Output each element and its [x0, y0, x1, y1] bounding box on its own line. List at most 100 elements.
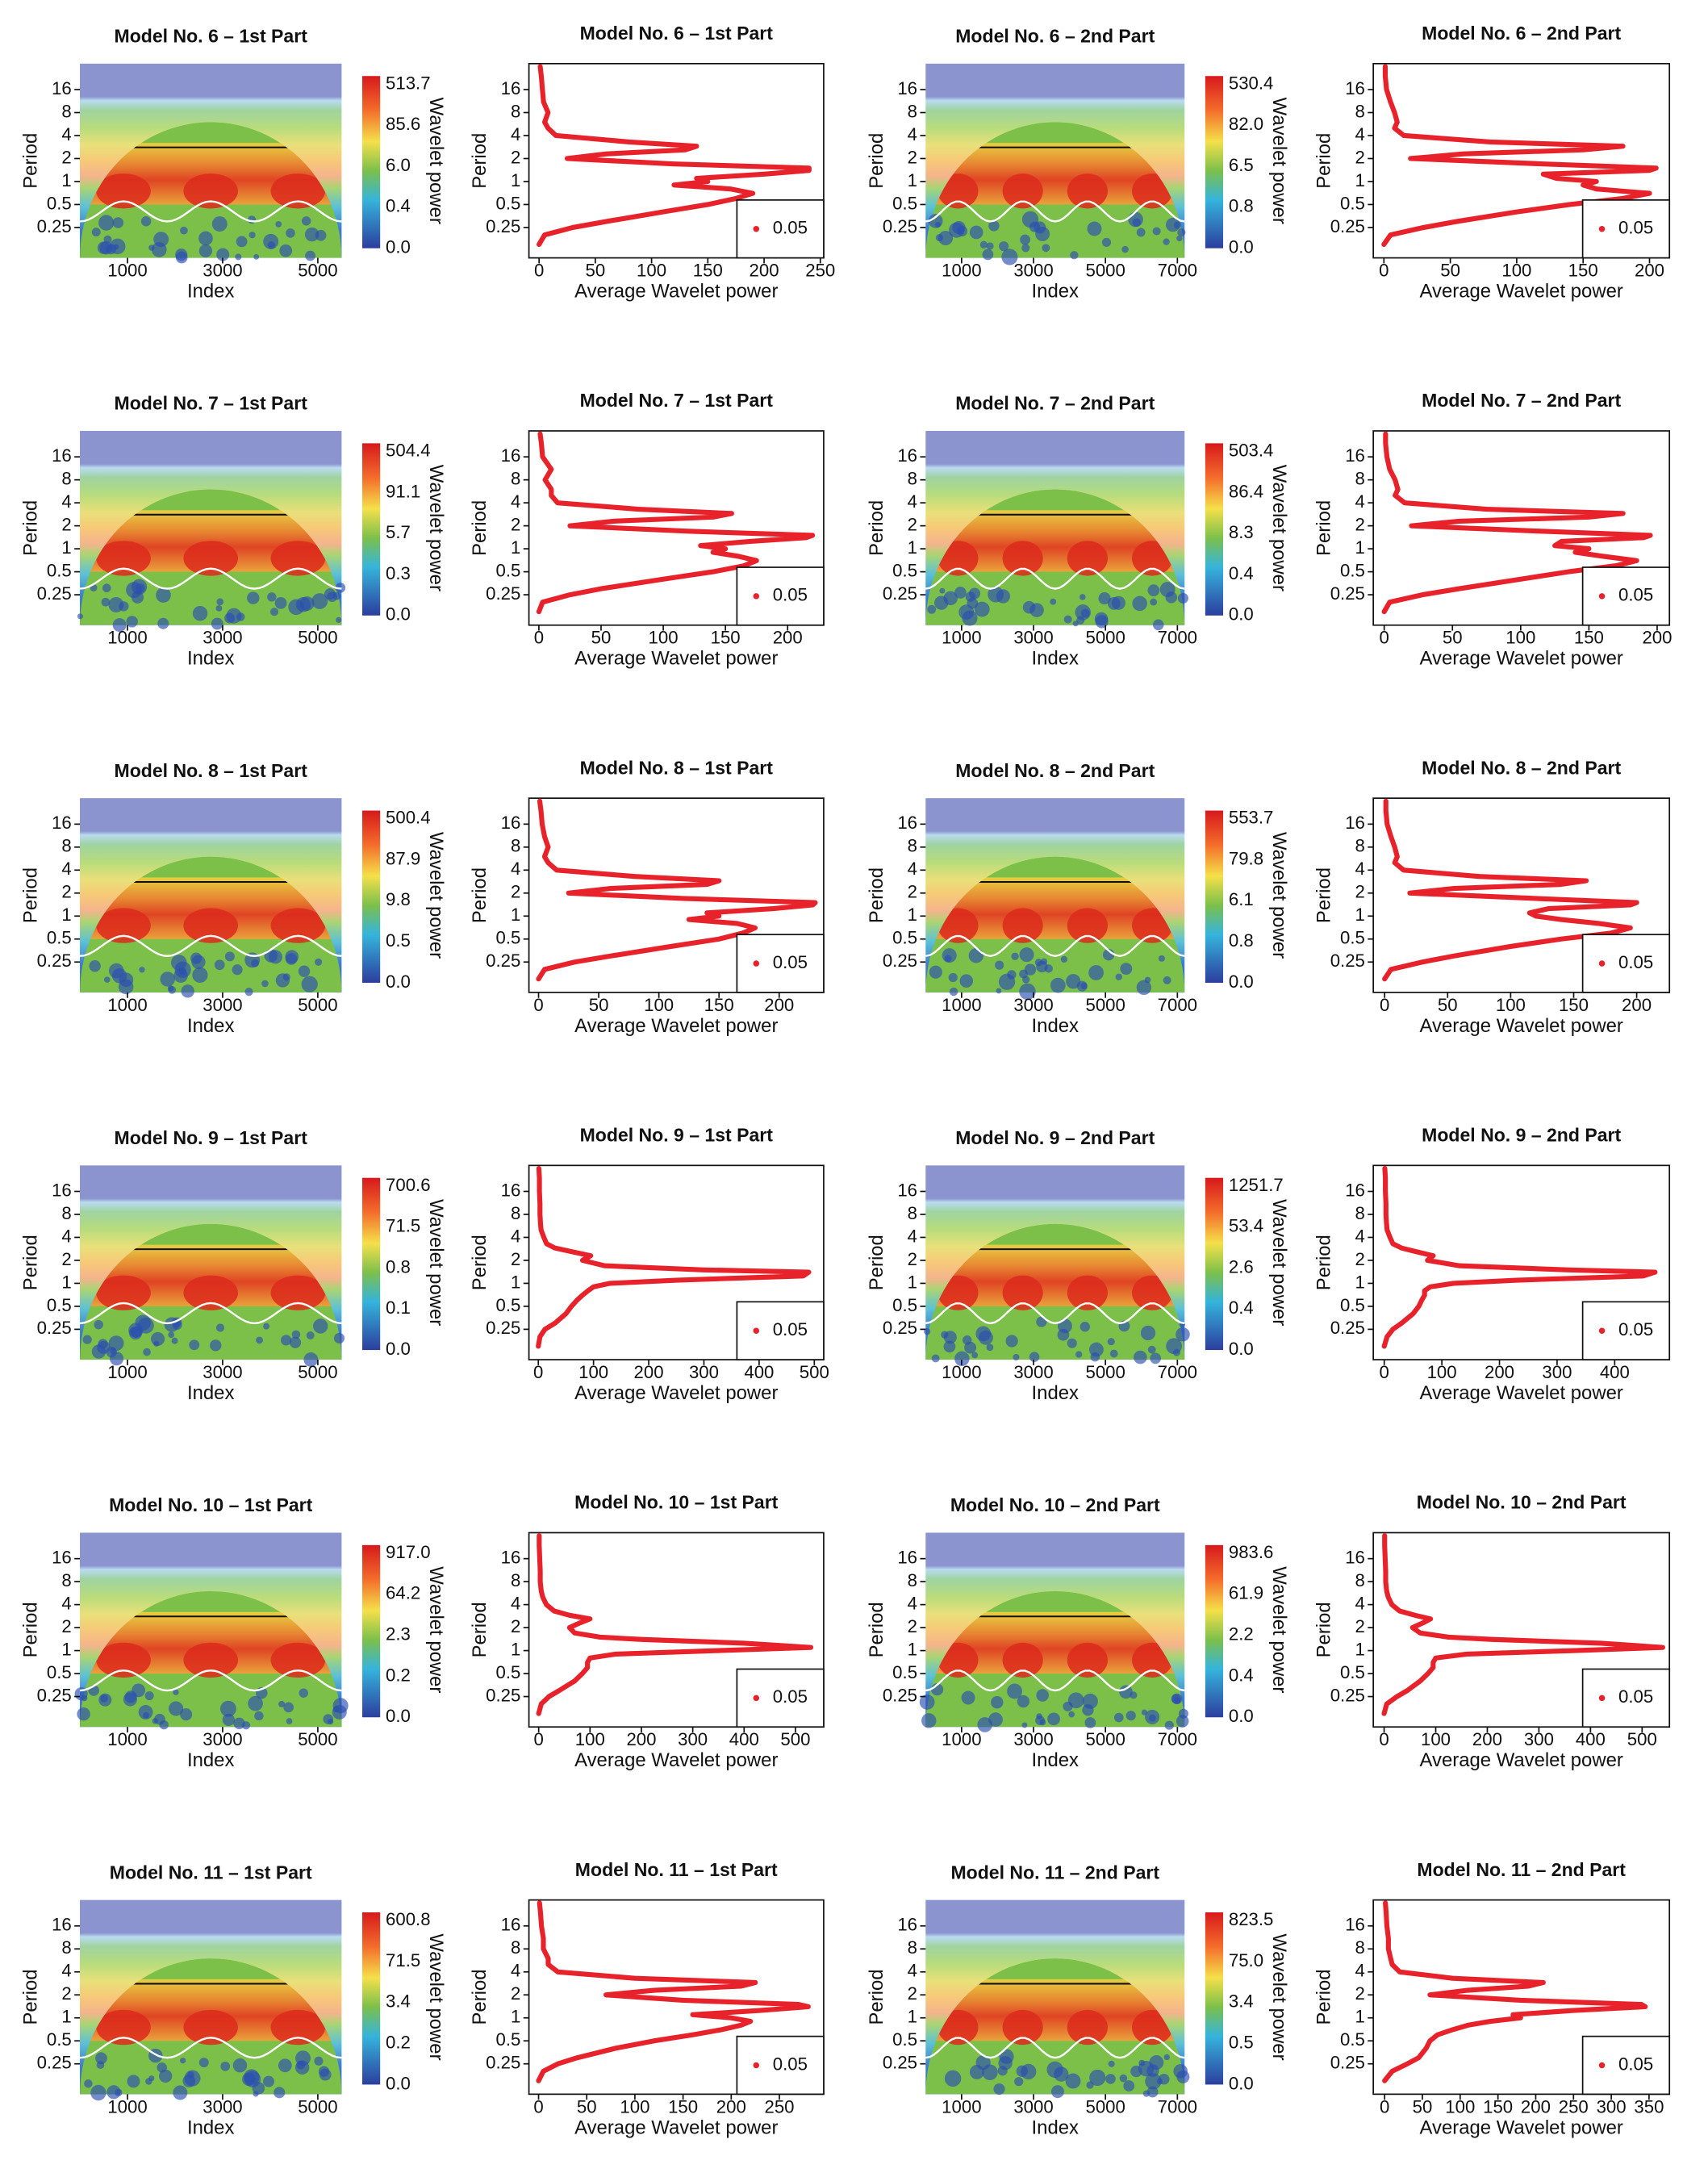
power-blob	[183, 908, 238, 943]
noise-spot	[313, 1318, 328, 1334]
noise-spot	[1017, 1695, 1030, 1708]
y-tick-label: 0.5	[892, 1662, 917, 1682]
x-tick-label: 5000	[298, 2096, 337, 2117]
noise-spot	[982, 249, 994, 261]
noise-spot	[1132, 595, 1147, 612]
y-tick-label: 4	[1355, 124, 1365, 144]
noise-spot	[138, 1705, 153, 1720]
y-tick-label: 8	[61, 101, 71, 121]
colorbar-title: Wavelet power	[425, 832, 447, 959]
power-blob	[1132, 908, 1173, 943]
noise-spot	[975, 1326, 992, 1342]
x-axis-label: Index	[187, 1749, 234, 1771]
x-tick-label: 0	[1380, 995, 1389, 1015]
legend-label: 0.05	[1618, 2054, 1653, 2074]
colorbar	[1205, 1544, 1224, 1718]
y-axis-label: Period	[469, 1602, 491, 1657]
power-curve	[1382, 1900, 1648, 2083]
x-tick-label: 150	[1483, 2096, 1513, 2117]
x-tick-label: 5000	[298, 1362, 337, 1382]
legend-marker	[1598, 593, 1606, 600]
y-tick-label: 2	[61, 514, 71, 534]
x-tick-label: 100	[649, 628, 679, 648]
significance-contour	[79, 934, 342, 957]
colorbar-label: 0.8	[386, 1256, 411, 1277]
noise-spot	[108, 963, 124, 979]
colorbar-label: 3.4	[386, 1991, 411, 2012]
noise-spot	[1101, 237, 1112, 247]
noise-spot	[275, 973, 290, 988]
colorbar-label: 0.8	[1229, 196, 1254, 216]
wavelet-spectrum	[74, 1532, 349, 1730]
noise-spot	[1147, 584, 1160, 597]
y-tick-label: 0.25	[883, 951, 917, 971]
x-tick-label: 350	[1634, 2096, 1664, 2117]
y-tick-label: 4	[61, 124, 71, 144]
colorbar-label: 0.0	[386, 236, 411, 257]
noise-spot	[986, 242, 994, 250]
y-tick-label: 2	[908, 147, 917, 167]
colorbar-label: 85.6	[386, 114, 420, 134]
y-tick-label: 4	[908, 859, 917, 879]
noise-spot	[299, 1688, 308, 1698]
noise-spot	[1022, 976, 1030, 984]
x-tick-label: 0	[1380, 1362, 1389, 1382]
x-axis-label: Average Wavelet power	[574, 281, 778, 303]
noise-spot	[153, 232, 169, 248]
y-tick-label: 16	[897, 445, 917, 466]
noise-spot	[256, 1336, 263, 1344]
legend-marker	[1598, 960, 1606, 967]
colorbar-label: 0.2	[386, 2032, 411, 2052]
colorbar-label: 0.4	[386, 196, 411, 216]
noise-spot	[959, 974, 974, 988]
y-tick-label: 16	[501, 445, 521, 466]
colorbar-title: Wavelet power	[1268, 1199, 1290, 1326]
power-curve	[537, 64, 812, 247]
x-tick-label: 0	[1379, 261, 1389, 281]
y-tick-label: 4	[61, 491, 71, 512]
x-tick-label: 5000	[1085, 261, 1125, 281]
y-axis-label: Period	[20, 133, 42, 189]
noise-spot	[254, 1711, 264, 1721]
y-tick-label: 1	[511, 2007, 520, 2027]
y-tick-label: 0.5	[1340, 2029, 1365, 2050]
x-tick-label: 150	[704, 995, 734, 1015]
legend-box	[736, 199, 825, 259]
noise-spot	[1108, 2060, 1115, 2067]
colorbar-label: 917.0	[386, 1542, 431, 1562]
noise-spot	[1019, 983, 1036, 1001]
colorbar-label: 71.5	[386, 1216, 420, 1236]
x-tick-label: 0	[533, 995, 543, 1015]
chart-title: Model No. 8 – 2nd Part	[1422, 757, 1621, 778]
noise-spot	[314, 2056, 324, 2066]
plot-frame	[1372, 1532, 1671, 1728]
noise-spot	[143, 1348, 151, 1356]
x-tick-label: 0	[534, 261, 544, 281]
y-tick-label: 16	[1345, 1915, 1365, 1935]
colorbar	[362, 1177, 381, 1351]
noise-spot	[77, 613, 84, 620]
y-tick-label: 8	[1355, 101, 1365, 121]
noise-spot	[211, 216, 228, 232]
y-tick-label: 0.5	[47, 560, 72, 580]
colorbar	[362, 810, 381, 983]
y-tick-label: 2	[908, 1249, 917, 1269]
noise-spot	[919, 1695, 935, 1710]
noise-spot	[1067, 1692, 1084, 1709]
x-tick-label: 150	[668, 2096, 698, 2117]
noise-spot	[1121, 245, 1129, 253]
noise-spot	[1172, 1348, 1180, 1356]
x-tick-label: 150	[693, 261, 723, 281]
plot-frame	[528, 1164, 825, 1360]
legend-marker	[753, 225, 760, 232]
noise-spot	[267, 592, 277, 602]
noise-spot	[1066, 974, 1081, 989]
y-tick-label: 8	[908, 101, 917, 121]
y-tick-label: 0.5	[495, 1295, 520, 1315]
noise-spot	[269, 608, 279, 616]
y-tick-label: 8	[1355, 469, 1365, 489]
y-tick-label: 16	[501, 1548, 521, 1568]
legend-label: 0.05	[773, 218, 808, 238]
noise-spot	[958, 604, 975, 621]
power-blob	[270, 908, 326, 943]
